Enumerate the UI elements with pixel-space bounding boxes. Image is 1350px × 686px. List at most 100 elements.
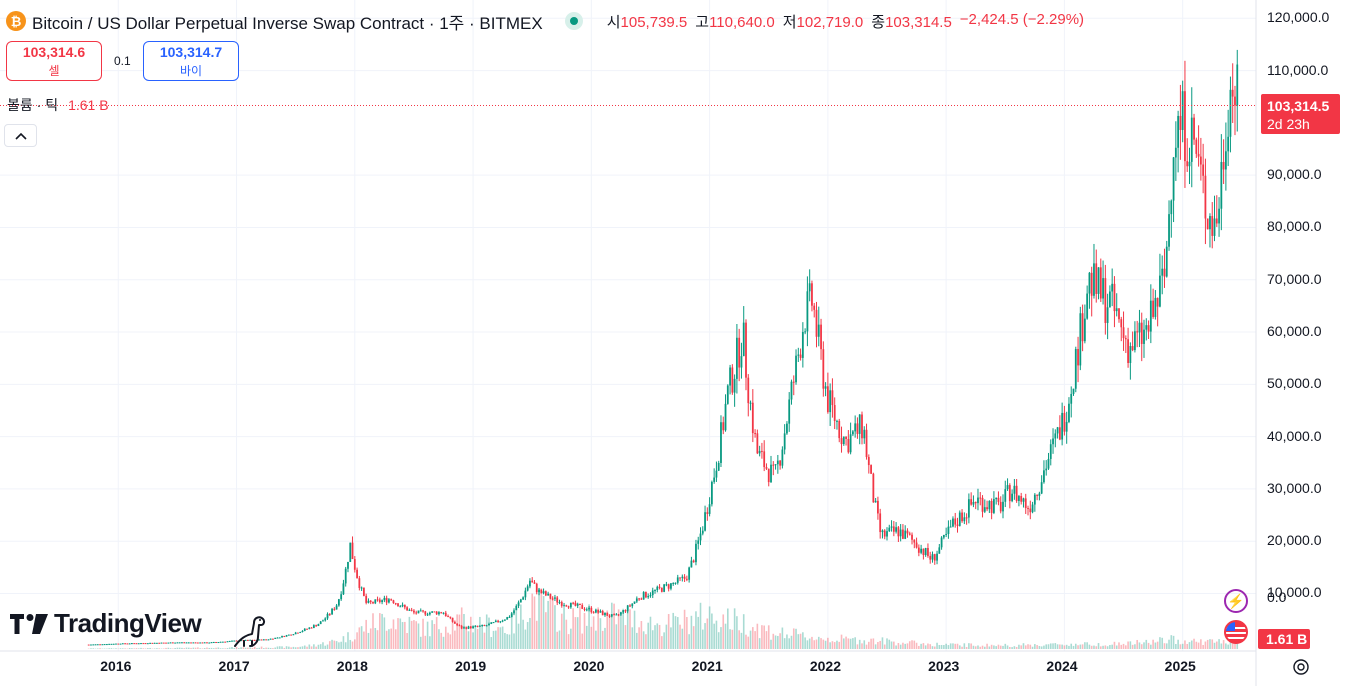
candle-body (508, 616, 511, 618)
volume-bar (563, 606, 565, 649)
candle-body (267, 639, 270, 641)
volume-bar (1074, 643, 1077, 649)
volume-legend[interactable]: 볼륨 · 틱 1.61 B (7, 95, 109, 115)
candle-body (351, 542, 354, 559)
volume-bar (749, 630, 752, 649)
candle-body (442, 612, 445, 614)
us-flag-icon[interactable] (1224, 620, 1248, 644)
candle-body (465, 627, 468, 629)
volume-bar (872, 638, 875, 649)
volume-bar (958, 645, 961, 649)
volume-bar (278, 646, 281, 649)
candle-body (369, 600, 372, 603)
volume-bar (747, 636, 750, 649)
candle-body (517, 602, 520, 606)
volume-bar (1097, 643, 1100, 649)
symbol-title[interactable]: Bitcoin / US Dollar Perpetual Inverse Sw… (32, 13, 543, 33)
candle-body (294, 632, 297, 635)
settings-icon[interactable] (1290, 656, 1312, 678)
lightning-icon[interactable]: ⚡ (1224, 589, 1248, 613)
candle-body (997, 497, 1000, 502)
candle-body (183, 642, 186, 644)
candle-body (776, 460, 779, 465)
dinosaur-icon[interactable] (232, 613, 268, 649)
volume-bar (1140, 644, 1143, 649)
tradingview-logo[interactable]: TradingView (10, 608, 202, 639)
candle-body (685, 578, 688, 580)
volume-bar (1195, 641, 1198, 649)
volume-bar (599, 618, 602, 649)
volume-bar (90, 648, 92, 649)
candle-body (274, 637, 277, 639)
candle-body (324, 618, 327, 621)
candle-body (899, 529, 902, 537)
candle-body (933, 554, 936, 561)
volume-bar (799, 633, 802, 649)
volume-bar (144, 648, 147, 649)
volume-bar (401, 622, 404, 649)
candle-body (892, 526, 895, 532)
candle-body (831, 390, 834, 406)
volume-bar (1211, 639, 1214, 649)
volume-bar (540, 588, 543, 649)
volume-bar (984, 646, 986, 649)
buy-button[interactable]: 103,314.7 바이 (143, 41, 239, 81)
volume-bar (176, 647, 179, 649)
volume-bar (260, 646, 263, 649)
volume-bar (208, 647, 211, 649)
candle-body (447, 616, 449, 618)
volume-bar (1047, 644, 1050, 649)
candle-body (488, 623, 490, 626)
sell-button[interactable]: 103,314.6 셀 (6, 41, 102, 81)
candle-body (483, 624, 486, 626)
candle-body (1088, 272, 1091, 294)
candle-body (622, 610, 625, 613)
candle-body (590, 607, 593, 613)
volume-bar (802, 632, 804, 649)
volume-bar (347, 632, 349, 649)
volume-bar (192, 647, 195, 649)
volume-bar (119, 648, 122, 649)
candle-body (651, 590, 654, 596)
volume-bar (1065, 644, 1068, 649)
candle-body (221, 641, 224, 643)
candle-body (135, 643, 138, 645)
volume-bar (1024, 645, 1027, 649)
volume-bar (1165, 643, 1168, 649)
candle-body (190, 642, 192, 644)
candle-body (149, 642, 152, 644)
candle-body (231, 640, 233, 642)
price-candles (87, 49, 1239, 646)
volume-bar (438, 629, 440, 649)
candle-body (726, 385, 729, 404)
volume-bar (172, 648, 174, 649)
price-tick-label: 70,000.0 (1267, 270, 1322, 287)
volume-bar (456, 614, 458, 649)
candle-body (556, 597, 559, 603)
candle-body (915, 542, 918, 548)
volume-last-badge: 1.61 B (1258, 629, 1310, 649)
candle-body (624, 610, 627, 612)
volume-bar (551, 597, 554, 649)
candle-body (1108, 291, 1111, 308)
volume-bar (463, 613, 465, 649)
collapse-legend-button[interactable] (4, 124, 37, 147)
candle-body (276, 637, 279, 639)
candle-body (761, 450, 763, 452)
candle-body (146, 643, 149, 645)
market-status-icon[interactable] (564, 12, 583, 30)
candle-body (581, 605, 584, 609)
volume-bar (597, 607, 599, 649)
volume-bar (442, 636, 445, 649)
spread-value: 0.1 (114, 54, 131, 68)
candle-body (983, 507, 986, 512)
volume-bar (1111, 644, 1113, 649)
candle-body (902, 529, 904, 539)
candle-body (799, 354, 802, 358)
candle-body (453, 621, 456, 624)
volume-bar (281, 646, 283, 649)
candle-body (977, 497, 979, 504)
candle-body (362, 587, 365, 596)
volume-bar (183, 648, 186, 649)
